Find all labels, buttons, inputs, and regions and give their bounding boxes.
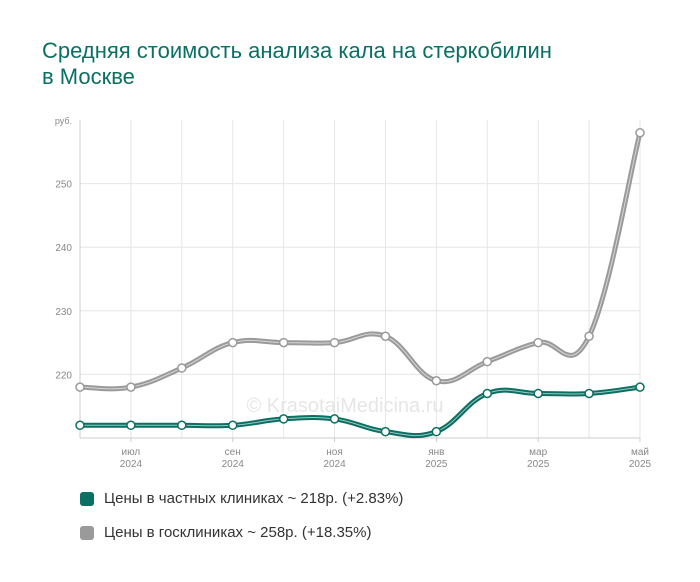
data-point-private: [75, 420, 85, 431]
data-point-private: [584, 388, 594, 399]
data-point-private: [380, 426, 391, 437]
data-point-private: [635, 382, 645, 392]
x-tick-label-year: 2025: [629, 459, 652, 470]
data-point-state: [227, 337, 238, 348]
data-point-state: [482, 356, 493, 367]
data-point-private: [533, 388, 543, 399]
x-tick-label-month: май: [631, 447, 649, 458]
data-point-state: [584, 331, 594, 341]
x-tick-label-year: 2024: [222, 459, 245, 470]
legend-swatch-private: [80, 491, 94, 506]
chart-title: Средняя стоимость анализа кала на стерко…: [42, 38, 552, 89]
data-point-state: [126, 382, 136, 392]
x-tick-label-year: 2025: [527, 459, 550, 470]
x-tick-label-month: ноя: [326, 447, 343, 458]
y-unit-label: руб.: [55, 116, 72, 126]
data-point-private: [482, 388, 493, 399]
data-point-state: [278, 337, 289, 348]
y-tick-label: 240: [55, 243, 72, 254]
y-tick-label: 220: [55, 370, 72, 381]
x-tick-label-month: мар: [529, 447, 547, 458]
watermark: © KrasotaiMedicina.ru: [246, 395, 443, 417]
series-line-state: [77, 130, 643, 392]
x-tick-label-year: 2025: [425, 459, 448, 470]
x-tick-label-month: сен: [225, 447, 241, 458]
x-tick-label-year: 2024: [323, 459, 346, 470]
legend-label-state: Цены в госклиниках ~ 258р. (+18.35%): [104, 524, 372, 541]
x-tick-label-year: 2024: [120, 459, 143, 470]
data-point-private: [278, 414, 289, 424]
line-chart: 220230240250руб.июл2024сен2024ноя2024янв…: [55, 116, 652, 470]
data-point-state: [177, 363, 187, 373]
data-point-state: [75, 382, 85, 392]
legend-item-state[interactable]: Цены в госклиниках ~ 258р. (+18.35%): [80, 524, 371, 541]
data-point-state: [635, 127, 645, 138]
y-tick-label: 250: [55, 180, 72, 191]
data-point-state: [380, 331, 391, 341]
x-tick-label-month: июл: [122, 447, 141, 458]
data-point-state: [431, 376, 442, 386]
legend-label-private: Цены в частных клиниках ~ 218р. (+2.83%): [104, 490, 404, 507]
data-point-private: [431, 426, 442, 437]
y-tick-label: 230: [55, 307, 72, 318]
data-point-state: [329, 337, 340, 348]
data-point-state: [533, 337, 543, 348]
data-point-private: [126, 420, 136, 431]
legend-swatch-state: [80, 525, 94, 540]
legend-item-private[interactable]: Цены в частных клиниках ~ 218р. (+2.83%): [80, 490, 403, 507]
data-point-private: [329, 414, 340, 424]
data-point-private: [177, 420, 187, 431]
data-point-private: [227, 420, 238, 431]
x-tick-label-month: янв: [428, 447, 444, 458]
